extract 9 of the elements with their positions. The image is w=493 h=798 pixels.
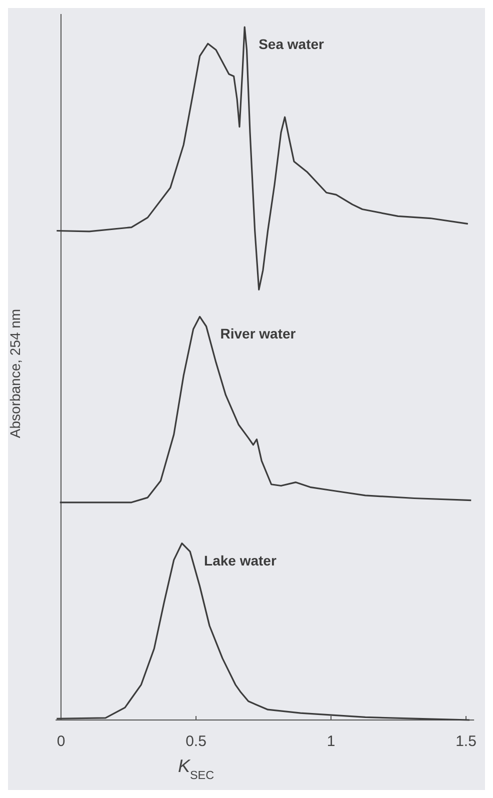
- series-label: Lake water: [204, 552, 277, 568]
- x-axis-title: K$_{SEC}$: [178, 756, 214, 782]
- y-axis-title: Absorbance, 254 nm: [7, 308, 23, 438]
- x-tick-label: 1.5: [456, 733, 476, 750]
- x-tick-label: 1: [326, 733, 336, 750]
- series-label: Sea water: [258, 36, 325, 52]
- series-label: River water: [220, 326, 296, 342]
- x-tick-label: 0: [56, 733, 66, 750]
- x-tick-label: 0.5: [186, 733, 206, 750]
